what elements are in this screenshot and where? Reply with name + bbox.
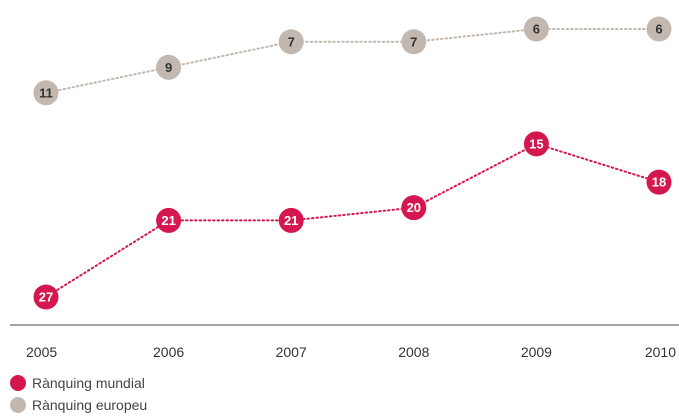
marker-europeu: [156, 54, 182, 80]
data-point-mundial-2009: 15: [523, 131, 549, 157]
x-tick-label-2010: 2010: [645, 344, 676, 360]
legend-swatch-europeu: [10, 397, 26, 413]
data-label-europeu: 6: [533, 22, 540, 37]
legend-swatch-mundial: [10, 375, 26, 391]
data-point-europeu-2007: 7: [278, 29, 304, 55]
x-tick-label-2008: 2008: [398, 344, 429, 360]
line-chart: 11 9 7 7 6 6 27 21 21 20 15 18 2005 2006 2007 2008 2009…: [10, 16, 679, 360]
data-point-europeu-2008: 7: [401, 29, 427, 55]
legend-label-europeu: Rànquing europeu: [32, 397, 148, 413]
data-point-europeu-2010: 6: [646, 16, 672, 42]
marker-mundial: [646, 169, 672, 195]
legend: Rànquing mundial Rànquing europeu: [10, 372, 147, 416]
x-tick-label-2007: 2007: [276, 344, 307, 360]
data-label-europeu: 7: [410, 34, 417, 49]
marker-europeu: [278, 29, 304, 55]
data-point-europeu-2009: 6: [523, 16, 549, 42]
x-tick-label-2006: 2006: [153, 344, 184, 360]
legend-item-europeu: Rànquing europeu: [10, 394, 147, 416]
data-point-europeu-2005: 11: [33, 80, 59, 106]
x-tick-label-2009: 2009: [521, 344, 552, 360]
marker-europeu: [646, 16, 672, 42]
data-label-mundial: 18: [652, 175, 666, 190]
marker-mundial: [523, 131, 549, 157]
marker-europeu: [33, 80, 59, 106]
data-label-mundial: 15: [529, 136, 543, 151]
data-label-mundial: 21: [284, 213, 298, 228]
data-label-europeu: 6: [655, 22, 662, 37]
data-point-mundial-2008: 20: [401, 195, 427, 221]
marker-mundial: [401, 195, 427, 221]
marker-europeu: [523, 16, 549, 42]
series-line-mundial: [45, 142, 660, 298]
x-tick-labels: 2005 2006 2007 2008 2009 2010: [26, 344, 676, 360]
data-point-mundial-2005: 27: [33, 284, 59, 310]
data-label-mundial: 21: [161, 213, 175, 228]
data-point-mundial-2006: 21: [156, 207, 182, 233]
legend-label-mundial: Rànquing mundial: [32, 375, 145, 391]
marker-mundial: [156, 207, 182, 233]
data-label-europeu: 9: [165, 60, 172, 75]
marker-mundial: [33, 284, 59, 310]
series-layer: 11 9 7 7 6 6 27 21 21 20 15 18: [33, 16, 672, 310]
marker-mundial: [278, 207, 304, 233]
legend-item-mundial: Rànquing mundial: [10, 372, 147, 394]
series-line-europeu: [45, 28, 660, 94]
data-label-europeu: 7: [288, 34, 295, 49]
data-point-europeu-2006: 9: [156, 54, 182, 80]
marker-europeu: [401, 29, 427, 55]
data-label-mundial: 20: [407, 200, 421, 215]
data-label-mundial: 27: [39, 290, 53, 305]
data-point-mundial-2007: 21: [278, 207, 304, 233]
data-label-europeu: 11: [39, 85, 53, 100]
data-point-mundial-2010: 18: [646, 169, 672, 195]
x-tick-label-2005: 2005: [26, 344, 57, 360]
